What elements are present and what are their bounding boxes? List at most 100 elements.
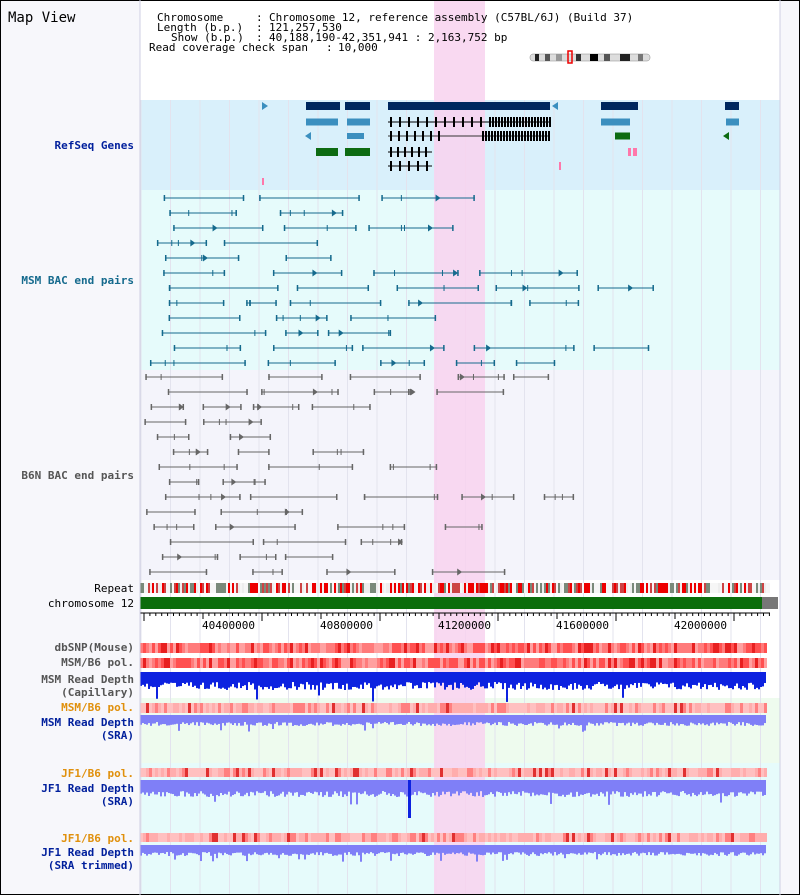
dbsnp-strip xyxy=(185,643,188,653)
jf1-pol-strip xyxy=(713,768,716,777)
b6n-bac-end xyxy=(237,449,240,455)
track-label-msm-depth-cap-2[interactable]: (Capillary) xyxy=(61,686,134,699)
track-label-msm-bac[interactable]: MSM BAC end pairs xyxy=(21,274,134,287)
dbsnp-strip xyxy=(605,643,608,653)
b6n-bac-arrow xyxy=(221,493,227,501)
track-label-msm-pol-1[interactable]: MSM/B6 pol. xyxy=(61,656,134,669)
track-label-jf1-depth-trim-2[interactable]: (SRA trimmed) xyxy=(47,859,134,872)
msm-bac-tick xyxy=(249,300,251,306)
jf1-depth-sra-bar xyxy=(528,780,530,794)
msm-pol2-strip xyxy=(173,703,176,713)
msm-depth-sra-bar xyxy=(470,715,472,726)
jf1-pol-strip xyxy=(488,768,491,777)
jf1-depth-trim-bar xyxy=(646,845,648,856)
jf1-pol-strip xyxy=(707,768,710,777)
msm-bac-tick xyxy=(188,210,190,216)
dbsnp-strip xyxy=(581,643,584,653)
jf1-pol-strip xyxy=(566,768,569,777)
b6n-bac-end xyxy=(481,524,483,530)
jf1-depth-trim-bar xyxy=(520,845,522,855)
gene-exon xyxy=(399,117,401,127)
jf1-depth-sra-bar xyxy=(462,780,464,792)
jf1-depth-sra-bar xyxy=(546,780,548,796)
msm-pol-strip xyxy=(752,658,755,668)
jf1-depth-trim-bar xyxy=(650,845,652,856)
axis-tick-label: 40400000 xyxy=(202,619,255,632)
track-label-dbsnp[interactable]: dbSNP(Mouse) xyxy=(54,641,134,654)
msm-pol2-strip xyxy=(707,703,710,713)
msm-bac-end xyxy=(477,285,479,291)
b6n-bac-end xyxy=(222,479,224,485)
gene-exon xyxy=(418,147,420,157)
jf1-pol2-strip xyxy=(599,833,602,842)
repeat-bar xyxy=(622,583,624,593)
jf1-depth-trim-bar xyxy=(612,845,614,855)
jf1-depth-trim-bar xyxy=(592,845,594,854)
track-label-msm-depth-cap-1[interactable]: MSM Read Depth xyxy=(41,673,134,686)
jf1-depth-trim-bar xyxy=(396,845,398,854)
jf1-depth-trim-bar xyxy=(528,845,530,856)
jf1-pol-strip xyxy=(671,768,674,777)
track-label-jf1-depth-sra-2[interactable]: (SRA) xyxy=(100,795,134,808)
gene-exon xyxy=(507,117,509,127)
jf1-pol-strip xyxy=(530,768,533,777)
msm-depth-sra-bar xyxy=(598,715,600,726)
jf1-pol-strip xyxy=(185,768,188,777)
gene-exon xyxy=(397,147,399,157)
msm-pol2-strip xyxy=(167,703,170,713)
track-label-msm-depth-sra-2[interactable]: (SRA) xyxy=(100,729,134,742)
jf1-depth-trim-bar xyxy=(382,845,384,853)
msm-depth-sra-bar xyxy=(298,715,300,726)
repeat-bar xyxy=(336,583,338,593)
jf1-depth-sra-bar xyxy=(450,780,452,797)
jf1-pol-strip xyxy=(716,768,719,777)
jf1-depth-trim-bar xyxy=(328,845,330,854)
msm-pol2-strip xyxy=(293,703,296,713)
track-label-refseq[interactable]: RefSeq Genes xyxy=(54,139,134,152)
jf1-pol2-strip xyxy=(476,833,479,842)
msm-depth-sra-bar xyxy=(242,715,244,726)
jf1-pol-strip xyxy=(320,768,323,777)
msm-depth-cap-bar xyxy=(652,672,654,689)
msm-depth-cap-bar xyxy=(266,672,268,688)
dbsnp-strip xyxy=(452,643,455,653)
track-label-jf1-pol-2[interactable]: JF1/B6 pol. xyxy=(61,832,134,845)
jf1-depth-sra-bar xyxy=(698,780,700,795)
track-label-jf1-depth-trim-1[interactable]: JF1 Read Depth xyxy=(41,846,134,859)
jf1-pol-strip xyxy=(602,768,605,777)
msm-depth-sra-bar xyxy=(594,715,596,726)
b6n-bac-end xyxy=(335,494,338,500)
msm-depth-sra-bar xyxy=(498,715,500,723)
msm-bac-tick xyxy=(510,270,512,276)
jf1-depth-sra-bar xyxy=(236,780,238,792)
gene-exon xyxy=(525,117,527,127)
msm-depth-cap-bar xyxy=(648,672,650,685)
msm-depth-sra-bar xyxy=(504,715,506,726)
msm-depth-cap-bar xyxy=(312,672,314,685)
msm-depth-cap-bar xyxy=(414,672,416,686)
msm-pol2-strip xyxy=(350,703,353,713)
msm-depth-cap-bar xyxy=(584,672,586,689)
jf1-depth-sra-bar xyxy=(368,780,370,796)
msm-pol2-strip xyxy=(239,703,242,713)
msm-pol-strip xyxy=(275,658,278,668)
msm-pol-strip xyxy=(722,658,725,668)
jf1-depth-trim-bar xyxy=(688,845,690,854)
jf1-depth-trim-bar xyxy=(750,845,752,855)
b6n-bac-tick xyxy=(286,509,288,515)
msm-depth-sra-bar xyxy=(486,715,488,723)
track-label-jf1-pol-1[interactable]: JF1/B6 pol. xyxy=(61,767,134,780)
track-label-b6n-bac[interactable]: B6N BAC end pairs xyxy=(21,469,134,482)
track-label-jf1-depth-sra-1[interactable]: JF1 Read Depth xyxy=(41,782,134,795)
b6n-bac-arrow xyxy=(248,418,254,426)
repeat-bar xyxy=(650,583,652,593)
jf1-depth-sra-bar xyxy=(140,780,142,794)
jf1-depth-sra-bar xyxy=(256,780,258,792)
dbsnp-strip xyxy=(203,643,206,653)
track-label-msm-depth-sra-1[interactable]: MSM Read Depth xyxy=(41,716,134,729)
repeat-bar xyxy=(554,583,556,593)
dbsnp-strip xyxy=(512,643,515,653)
track-label-msm-pol-2[interactable]: MSM/B6 pol. xyxy=(61,701,134,714)
jf1-pol-strip xyxy=(311,768,314,777)
jf1-depth-trim-bar xyxy=(168,845,170,856)
